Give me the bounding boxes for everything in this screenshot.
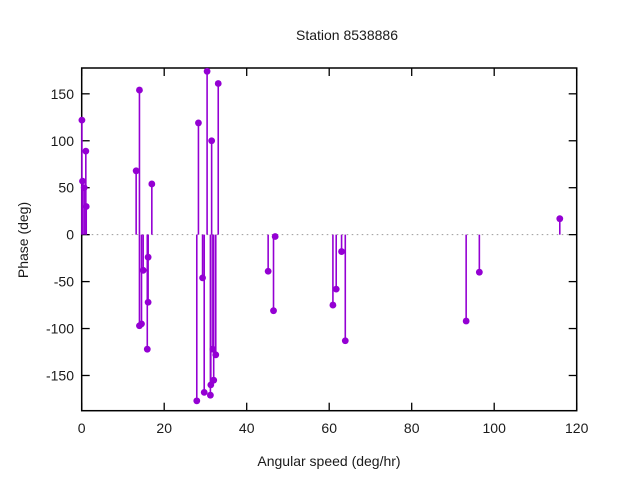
- data-point: [136, 86, 143, 94]
- data-point: [139, 266, 147, 274]
- data-point: [338, 248, 345, 255]
- y-tick-label: 150: [51, 86, 75, 102]
- data-point: [200, 388, 208, 396]
- data-point: [209, 345, 217, 353]
- data-point: [207, 381, 215, 389]
- data-point: [214, 80, 222, 87]
- data-point: [332, 285, 340, 293]
- x-tick-label: 100: [483, 420, 507, 436]
- data-point: [144, 298, 152, 306]
- data-point: [138, 320, 145, 328]
- plot-border: [80, 67, 578, 412]
- data-point: [203, 67, 211, 75]
- x-tick-label: 60: [321, 420, 337, 436]
- x-tick-label: 0: [78, 420, 86, 436]
- x-tick-label: 40: [239, 420, 255, 436]
- data-point: [556, 215, 564, 223]
- chart-title: Station 8538886: [296, 27, 398, 43]
- data-point: [462, 317, 470, 325]
- data-point: [144, 253, 152, 261]
- data-point: [207, 391, 214, 399]
- y-tick-label: 50: [58, 180, 74, 196]
- data-point: [79, 177, 86, 185]
- y-axis-label: Phase (deg): [15, 202, 31, 278]
- data-point: [270, 307, 277, 315]
- y-tick-label: -100: [46, 321, 74, 337]
- data-point: [208, 137, 216, 145]
- data-point: [148, 180, 156, 188]
- y-tick-label: 100: [51, 133, 75, 149]
- data-point: [82, 203, 90, 210]
- x-tick-label: 80: [404, 420, 420, 436]
- data-point: [80, 184, 88, 192]
- data-point: [212, 351, 220, 359]
- data-point: [475, 268, 483, 276]
- data-point: [199, 274, 206, 282]
- data-point: [193, 397, 201, 405]
- x-tick-label: 120: [565, 420, 589, 436]
- data-point: [132, 167, 140, 175]
- data-point: [143, 345, 151, 353]
- data-point: [271, 233, 279, 240]
- data-point: [82, 147, 90, 155]
- data-point: [264, 267, 272, 275]
- data-point: [341, 337, 349, 345]
- data-point: [195, 119, 202, 127]
- x-tick-label: 20: [156, 420, 172, 436]
- data-point: [78, 116, 86, 124]
- x-axis-label: Angular speed (deg/hr): [257, 453, 400, 469]
- y-tick-label: -50: [54, 274, 74, 290]
- data-point: [329, 301, 337, 309]
- y-tick-label: -150: [46, 367, 74, 383]
- y-tick-label: 0: [66, 227, 74, 243]
